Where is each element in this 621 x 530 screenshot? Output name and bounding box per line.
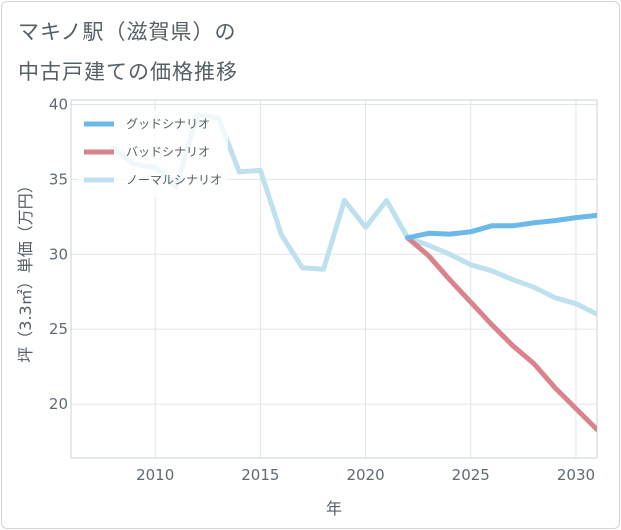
x-tick-label: 2020 — [346, 466, 384, 484]
x-axis-label: 年 — [326, 499, 342, 518]
series-line-0 — [405, 212, 597, 241]
x-tick-label: 2010 — [136, 466, 174, 484]
x-tick-label: 2025 — [452, 466, 490, 484]
y-tick-label: 40 — [49, 95, 68, 113]
legend-label-1: バッドシナリオ — [126, 145, 210, 159]
legend-label-0: グッドシナリオ — [126, 117, 210, 131]
chart-title-line2: 中古戸建ての価格推移 — [18, 60, 238, 84]
x-tick-label: 2015 — [241, 466, 279, 484]
series-line-1 — [405, 235, 597, 432]
plot-area-border — [70, 99, 598, 459]
y-axis-label: 坪（3.3㎡）単価（万円） — [16, 177, 35, 362]
y-tick-label: 35 — [49, 170, 68, 188]
legend-label-2: ノーマルシナリオ — [126, 173, 222, 187]
chart-title-line1: マキノ駅（滋賀県）の — [18, 20, 237, 44]
y-tick-label: 25 — [49, 320, 68, 338]
y-tick-label: 20 — [49, 395, 68, 413]
x-tick-labels: 2010 2015 2020 2025 2030 — [136, 466, 595, 484]
y-tick-label: 30 — [49, 245, 68, 263]
grid-lines — [71, 100, 597, 458]
x-tick-label: 2030 — [557, 466, 595, 484]
y-tick-labels: 20 25 30 35 40 — [49, 95, 68, 413]
